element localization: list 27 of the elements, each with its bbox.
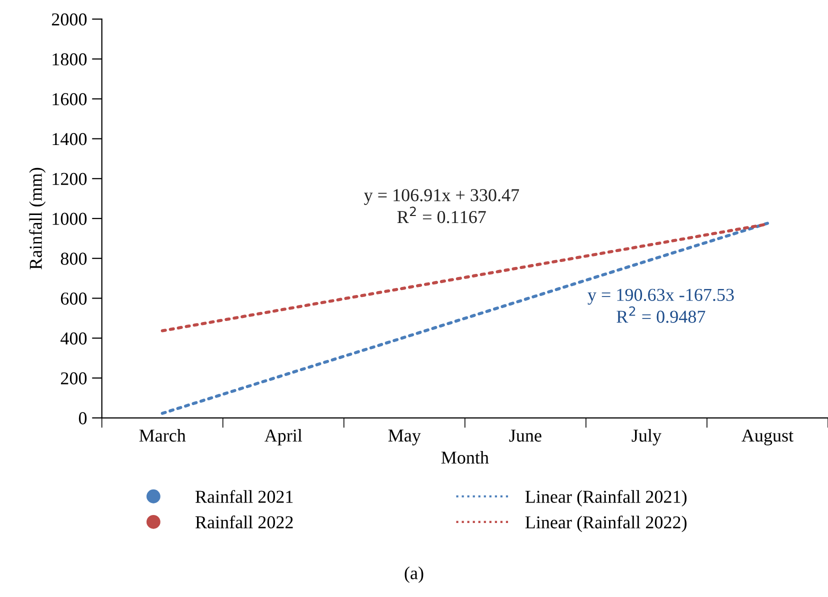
- y-tick-label: 1400: [52, 133, 87, 146]
- x-tick-label: May: [388, 430, 421, 446]
- y-tick-label: 400: [60, 332, 87, 345]
- x-axis-title: Month: [441, 450, 489, 464]
- x-tick-label: August: [742, 430, 794, 446]
- y-tick-label: 2000: [52, 13, 87, 26]
- y-tick-label: 1200: [52, 172, 87, 186]
- x-tick-label: March: [139, 429, 186, 442]
- legend-label: Rainfall 2022: [195, 515, 293, 528]
- x-tick-label: June: [509, 430, 542, 442]
- y-tick-label: 600: [60, 292, 87, 305]
- line-series: [160, 222, 770, 415]
- legend-label: Rainfall 2021: [195, 490, 293, 503]
- y-tick-label: 200: [60, 372, 87, 384]
- y-tick-label: 0: [78, 412, 87, 424]
- annotation: y = 106.91x + 330.47 R$^{2}$ = 0.1167: [364, 189, 520, 224]
- x-tick-label: April: [264, 429, 302, 446]
- y-tick-label: 1800: [52, 53, 87, 66]
- y-tick-label: 1600: [52, 93, 87, 106]
- annotation: y = 190.63x -167.53 R$^{2}$ = 0.9487: [588, 288, 734, 323]
- y-tick-label: 800: [60, 252, 87, 265]
- x-tick-label: July: [632, 429, 662, 446]
- text: (a): [404, 566, 424, 583]
- y-axis-title: Rainfall (mm): [29, 168, 46, 270]
- legend-label: Linear (Rainfall 2022): [525, 516, 687, 532]
- legend-label: Linear (Rainfall 2021): [525, 490, 687, 507]
- y-tick-label: 1000: [52, 212, 87, 225]
